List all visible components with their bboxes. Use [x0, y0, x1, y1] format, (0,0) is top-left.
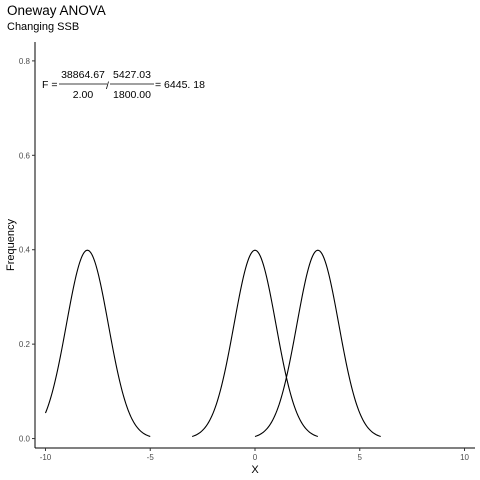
x-tick-label: 5 [358, 453, 363, 462]
division-slash: / [106, 80, 109, 92]
y-tick-label: 0.6 [19, 151, 31, 160]
y-axis-title: Frequency [5, 219, 17, 271]
f-denominator-df-within: 1800.00 [113, 89, 151, 101]
x-ticks: -10 -5 0 5 10 [40, 448, 470, 462]
x-axis-title: X [251, 464, 259, 476]
y-ticks: 0.0 0.2 0.4 0.6 0.8 [19, 57, 35, 444]
f-result: = 6445. 18 [155, 79, 205, 91]
density-curves [44, 249, 381, 437]
y-tick-label: 0.0 [19, 435, 31, 444]
chart-subtitle: Changing SSB [7, 21, 80, 33]
chart-title: Oneway ANOVA [7, 3, 106, 18]
density-curve-3 [254, 249, 381, 437]
y-tick-label: 0.4 [19, 246, 31, 255]
density-curve-2 [191, 249, 319, 437]
density-curve-1 [44, 249, 151, 437]
y-tick-label: 0.8 [19, 57, 31, 66]
f-denominator-df-between: 2.00 [73, 89, 94, 101]
f-numerator-ssw: 5427.03 [113, 69, 151, 81]
f-numerator-ssb: 38864.67 [61, 69, 105, 81]
x-tick-label: -10 [40, 453, 52, 462]
y-tick-label: 0.2 [19, 340, 31, 349]
x-tick-label: 0 [253, 453, 258, 462]
x-tick-label: 10 [460, 453, 469, 462]
f-statistic-annotation: F = 38864.67 2.00 / 5427.03 1800.00 = 64… [42, 69, 205, 101]
x-tick-label: -5 [147, 453, 155, 462]
f-prefix: F = [42, 79, 57, 91]
